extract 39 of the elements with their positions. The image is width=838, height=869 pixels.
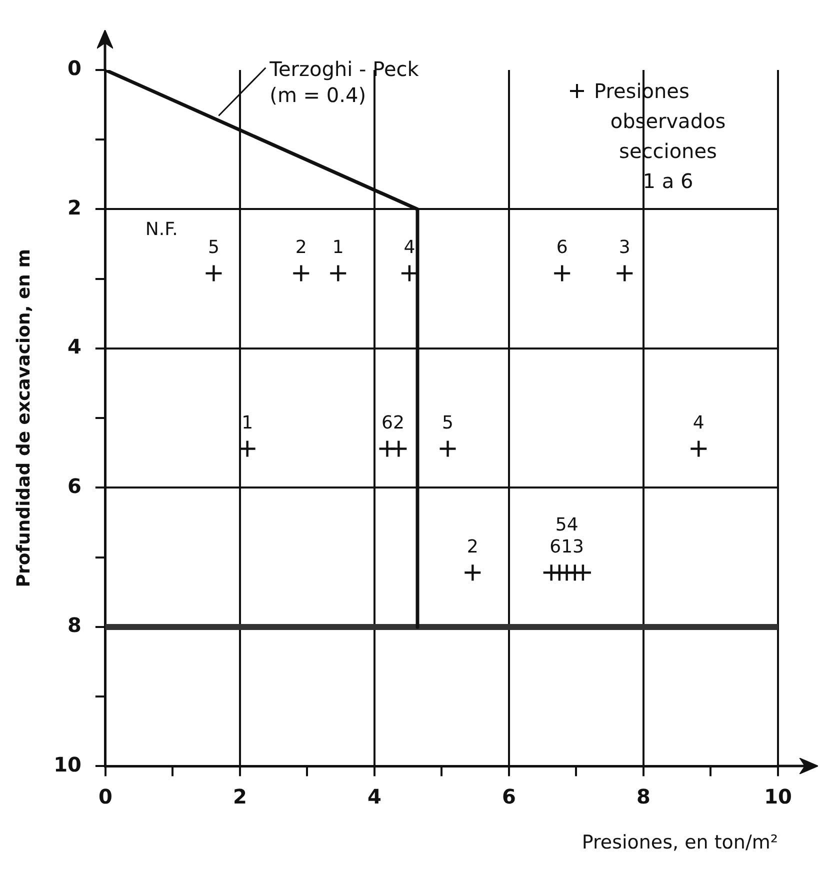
y-tick-label: 0 <box>68 56 82 80</box>
point <box>553 264 572 282</box>
annotation: 5 <box>208 236 220 258</box>
point <box>438 440 457 458</box>
annotation: 2 <box>466 536 478 558</box>
annotation: 2 <box>392 412 404 434</box>
y-tick-label: 8 <box>68 613 82 638</box>
y-tick-label: 6 <box>68 474 82 498</box>
y-tick-label: 10 <box>54 752 82 776</box>
annotation: 3 <box>618 236 630 258</box>
annotation: N.F. <box>145 218 178 240</box>
point <box>204 264 223 282</box>
x-tick-label: 10 <box>764 784 792 808</box>
annotation: 6 <box>382 412 393 434</box>
x-tick-label: 8 <box>636 784 650 808</box>
x-tick-label: 2 <box>232 784 247 808</box>
x-axis-title: Presiones, en ton/m² <box>582 832 778 854</box>
annotation: 613 <box>550 536 584 558</box>
point <box>690 440 708 458</box>
point <box>616 264 634 282</box>
y-tick-label: 2 <box>68 195 82 220</box>
x-tick-label: 4 <box>368 784 382 808</box>
x-tick-label: 0 <box>98 784 112 808</box>
annotation: 1 <box>242 412 254 434</box>
point <box>292 264 310 282</box>
y-axis-title: Profundidad de excavacion, en m <box>13 249 34 588</box>
x-tick-label: 6 <box>502 784 516 808</box>
annotation: 4 <box>404 236 416 258</box>
legend-label: Terzoghi - Peck (m = 0.4) <box>268 56 420 107</box>
point <box>464 564 482 582</box>
point <box>390 440 408 458</box>
annotation: 5 <box>442 412 454 434</box>
point <box>329 264 348 282</box>
annotation: 6 <box>556 236 568 258</box>
annotation: 2 <box>295 236 307 258</box>
annotation: 54 <box>555 514 578 536</box>
annotation: 4 <box>692 412 704 434</box>
y-tick-label: 4 <box>68 334 82 359</box>
annotation: 1 <box>332 236 344 258</box>
